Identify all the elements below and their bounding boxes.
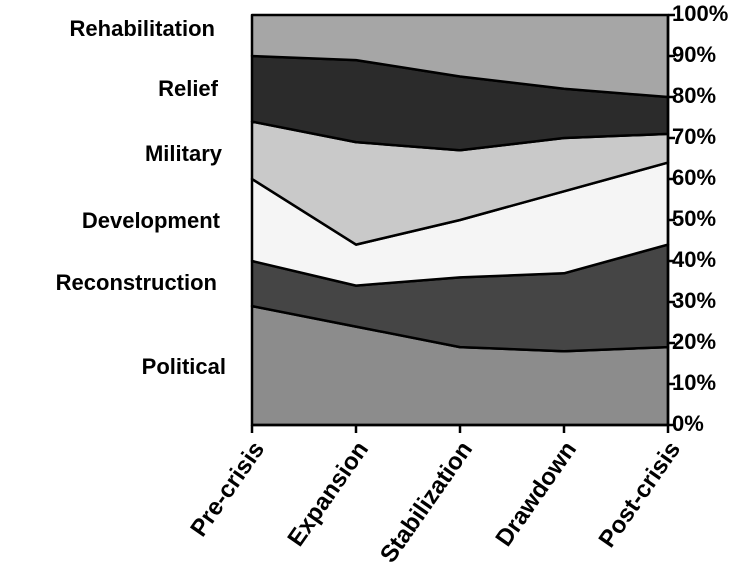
x-tick-label: Post-crisis — [594, 437, 687, 553]
y-tick-label: 60% — [672, 165, 716, 190]
y-tick-label: 0% — [672, 411, 704, 436]
y-tick-label: 70% — [672, 124, 716, 149]
y-tick-label: 10% — [672, 370, 716, 395]
x-tick-label: Expansion — [282, 437, 374, 552]
y-tick-label: 90% — [672, 42, 716, 67]
legend-label: Rehabilitation — [70, 16, 215, 41]
legend-label: Political — [142, 354, 226, 379]
legend-label: Relief — [158, 76, 219, 101]
y-tick-label: 80% — [672, 83, 716, 108]
y-tick-label: 100% — [672, 1, 728, 26]
plot-area — [250, 13, 670, 427]
y-tick-label: 20% — [672, 329, 716, 354]
x-tick-label: Drawdown — [490, 437, 582, 552]
x-tick-label: Stabilization — [375, 437, 478, 568]
y-tick-label: 50% — [672, 206, 716, 231]
x-tick-label: Pre-crisis — [185, 437, 270, 542]
legend-label: Reconstruction — [56, 270, 217, 295]
legend-label: Development — [82, 208, 221, 233]
legend-label: Military — [145, 141, 223, 166]
y-tick-label: 40% — [672, 247, 716, 272]
y-tick-label: 30% — [672, 288, 716, 313]
